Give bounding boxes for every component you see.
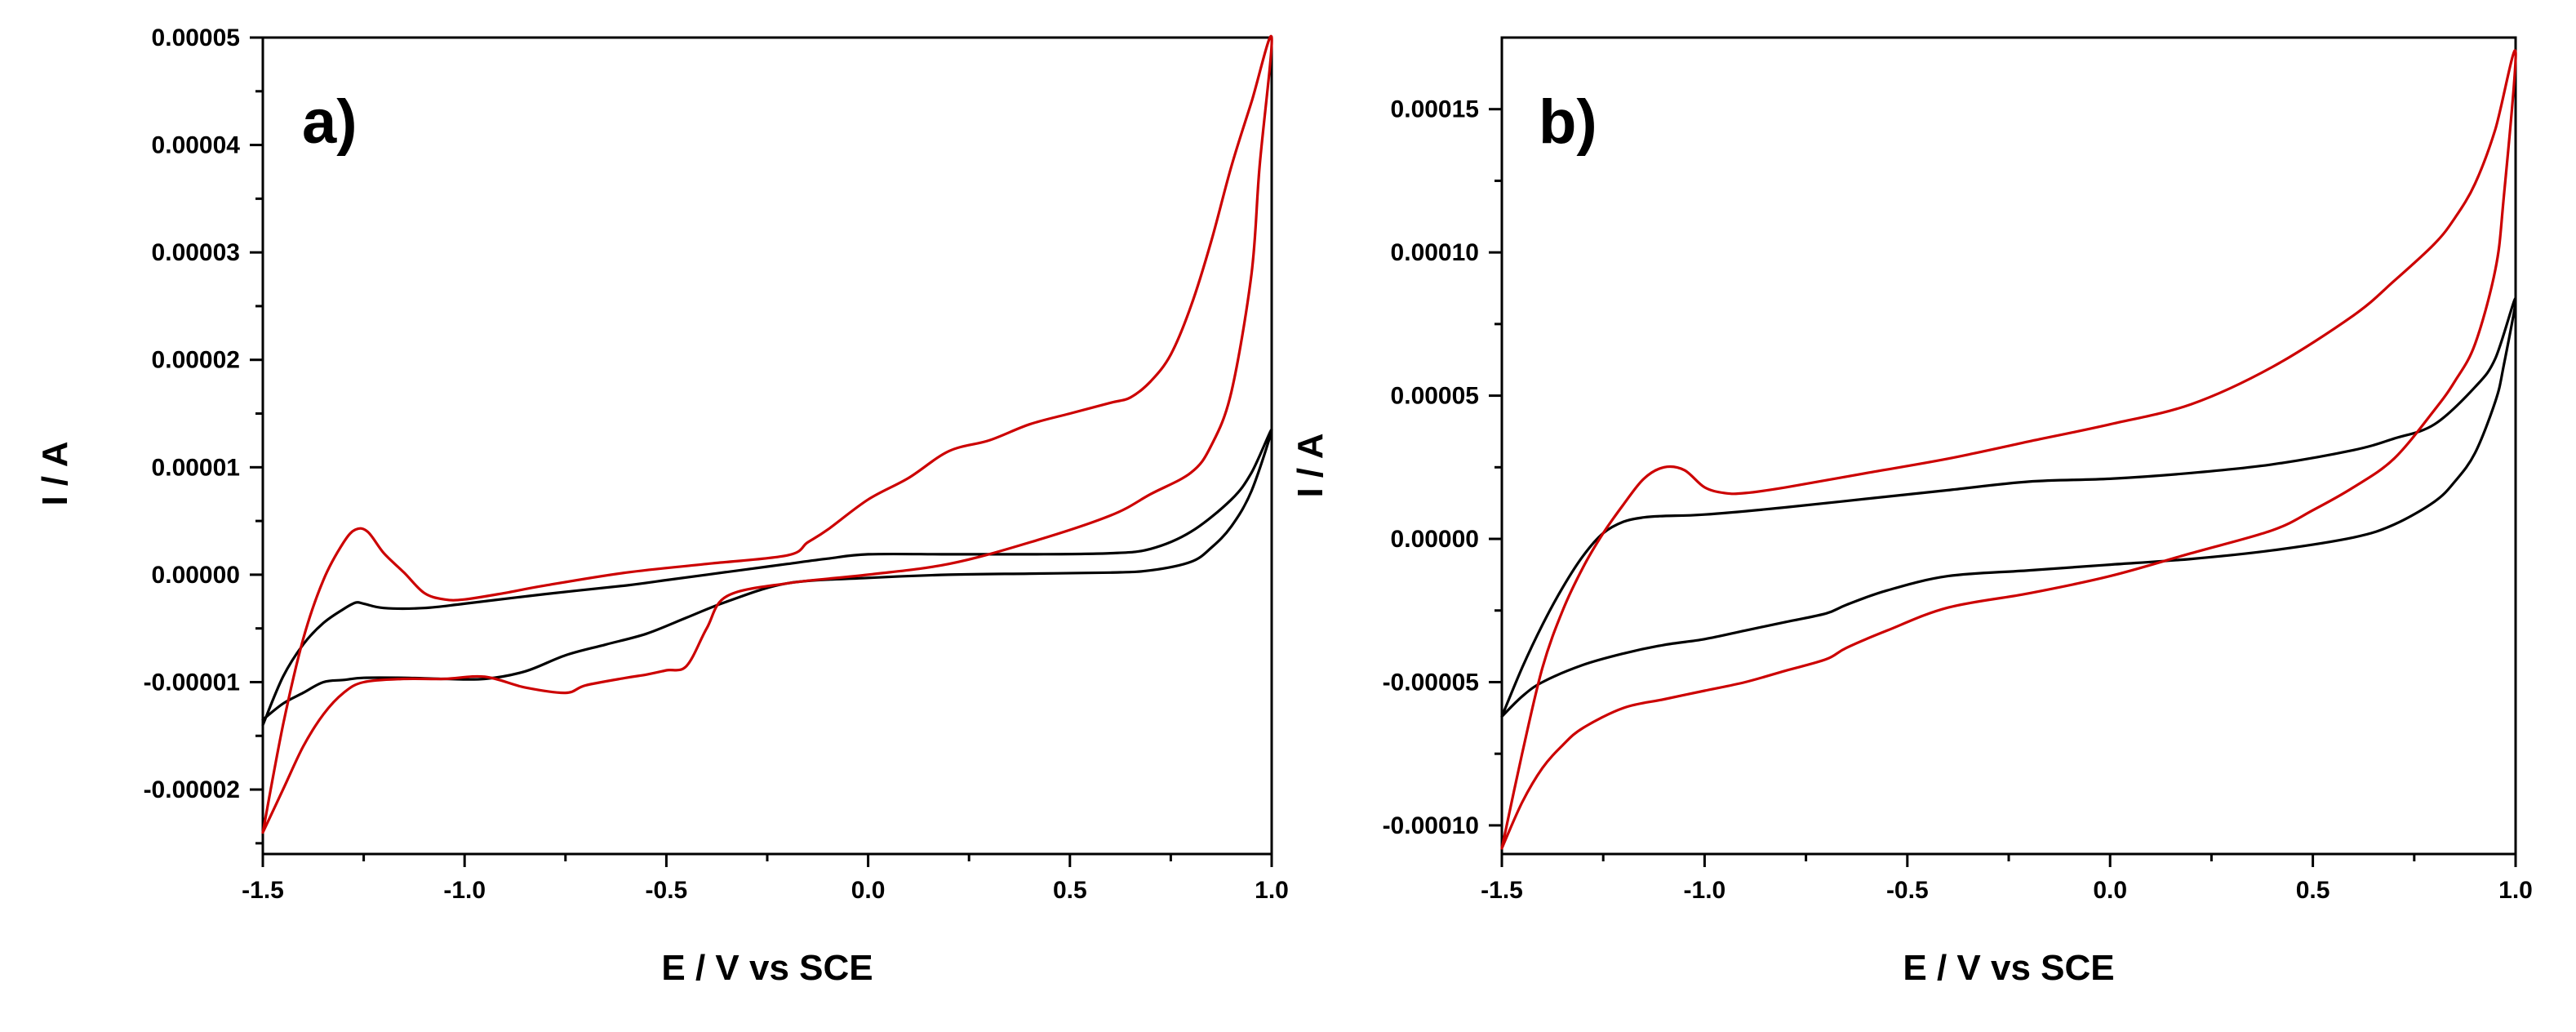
y-tick-label-a: 0.00005 (152, 24, 240, 51)
y-tick-label-b: -0.00010 (1383, 812, 1479, 839)
x-axis-b: -1.5 -1.0 -0.5 0.0 0.5 1.0 (1481, 854, 2533, 904)
chart-panel-a: a) -1.5 -1.0 -0.5 0.0 0.5 1.0 -0.00002-0.0000… (35, 24, 1289, 988)
x-tick-label-b: -0.5 (1886, 877, 1929, 904)
x-axis-title-a: E / V vs SCE (661, 948, 873, 988)
x-tick-label-a: -1.5 (242, 877, 284, 904)
x-axis-a: -1.5 -1.0 -0.5 0.0 0.5 1.0 (242, 854, 1289, 904)
x-axis-title-b: E / V vs SCE (1903, 948, 2114, 988)
x-tick-label-a: 0.0 (851, 877, 886, 904)
x-tick-label-a: 1.0 (1255, 877, 1289, 904)
x-tick-label-b: 0.0 (2093, 877, 2127, 904)
x-tick-label-a: -1.0 (443, 877, 486, 904)
y-tick-label-a: -0.00001 (144, 669, 240, 696)
x-tick-label-b: 1.0 (2498, 877, 2533, 904)
series-layer-b (1500, 49, 2517, 850)
x-tick-label-a: 0.5 (1053, 877, 1087, 904)
panel-label-a: a) (302, 87, 358, 157)
red-series-line-a (261, 34, 1273, 834)
y-axis-title-b: I / A (1290, 433, 1330, 497)
y-tick-label-b: 0.00010 (1391, 239, 1479, 266)
y-tick-label-b: -0.00005 (1383, 669, 1479, 696)
panel-label-b: b) (1539, 87, 1597, 157)
x-tick-label-b: -1.5 (1481, 877, 1523, 904)
y-tick-label-a: 0.00004 (152, 132, 241, 159)
y-axis-b: -0.00010 -0.00005 0.00000 0.00005 0.00010 0.0… (1383, 96, 1502, 839)
y-tick-label-b: 0.00000 (1391, 526, 1479, 553)
y-tick-label-a: 0.00000 (152, 562, 240, 589)
series-layer-a (261, 34, 1273, 834)
black-series-line-b (1500, 296, 2517, 718)
y-tick-label-b: 0.00005 (1391, 383, 1479, 410)
red-series-line-b (1500, 49, 2517, 850)
y-tick-label-b: 0.00015 (1391, 96, 1479, 123)
y-tick-label-a: 0.00001 (152, 454, 240, 481)
black-series-line-a (261, 428, 1273, 727)
y-axis-a: -0.00002 -0.00001 0.00000 0.00001 0.00002 0.0… (144, 24, 263, 845)
x-tick-label-b: 0.5 (2296, 877, 2330, 904)
plot-area-a (261, 36, 1273, 856)
chart-panel-b: b) -1.5 -1.0 -0.5 0.0 0.5 1.0 -0.00010 -0.0000… (1290, 36, 2533, 988)
y-tick-label-a: 0.00002 (152, 347, 240, 374)
x-tick-label-b: -1.0 (1684, 877, 1726, 904)
y-tick-label-a: 0.00003 (152, 239, 240, 266)
y-tick-label-a: -0.00002 (144, 776, 240, 803)
x-tick-label-a: -0.5 (646, 877, 688, 904)
y-axis-title-a: I / A (35, 441, 75, 505)
